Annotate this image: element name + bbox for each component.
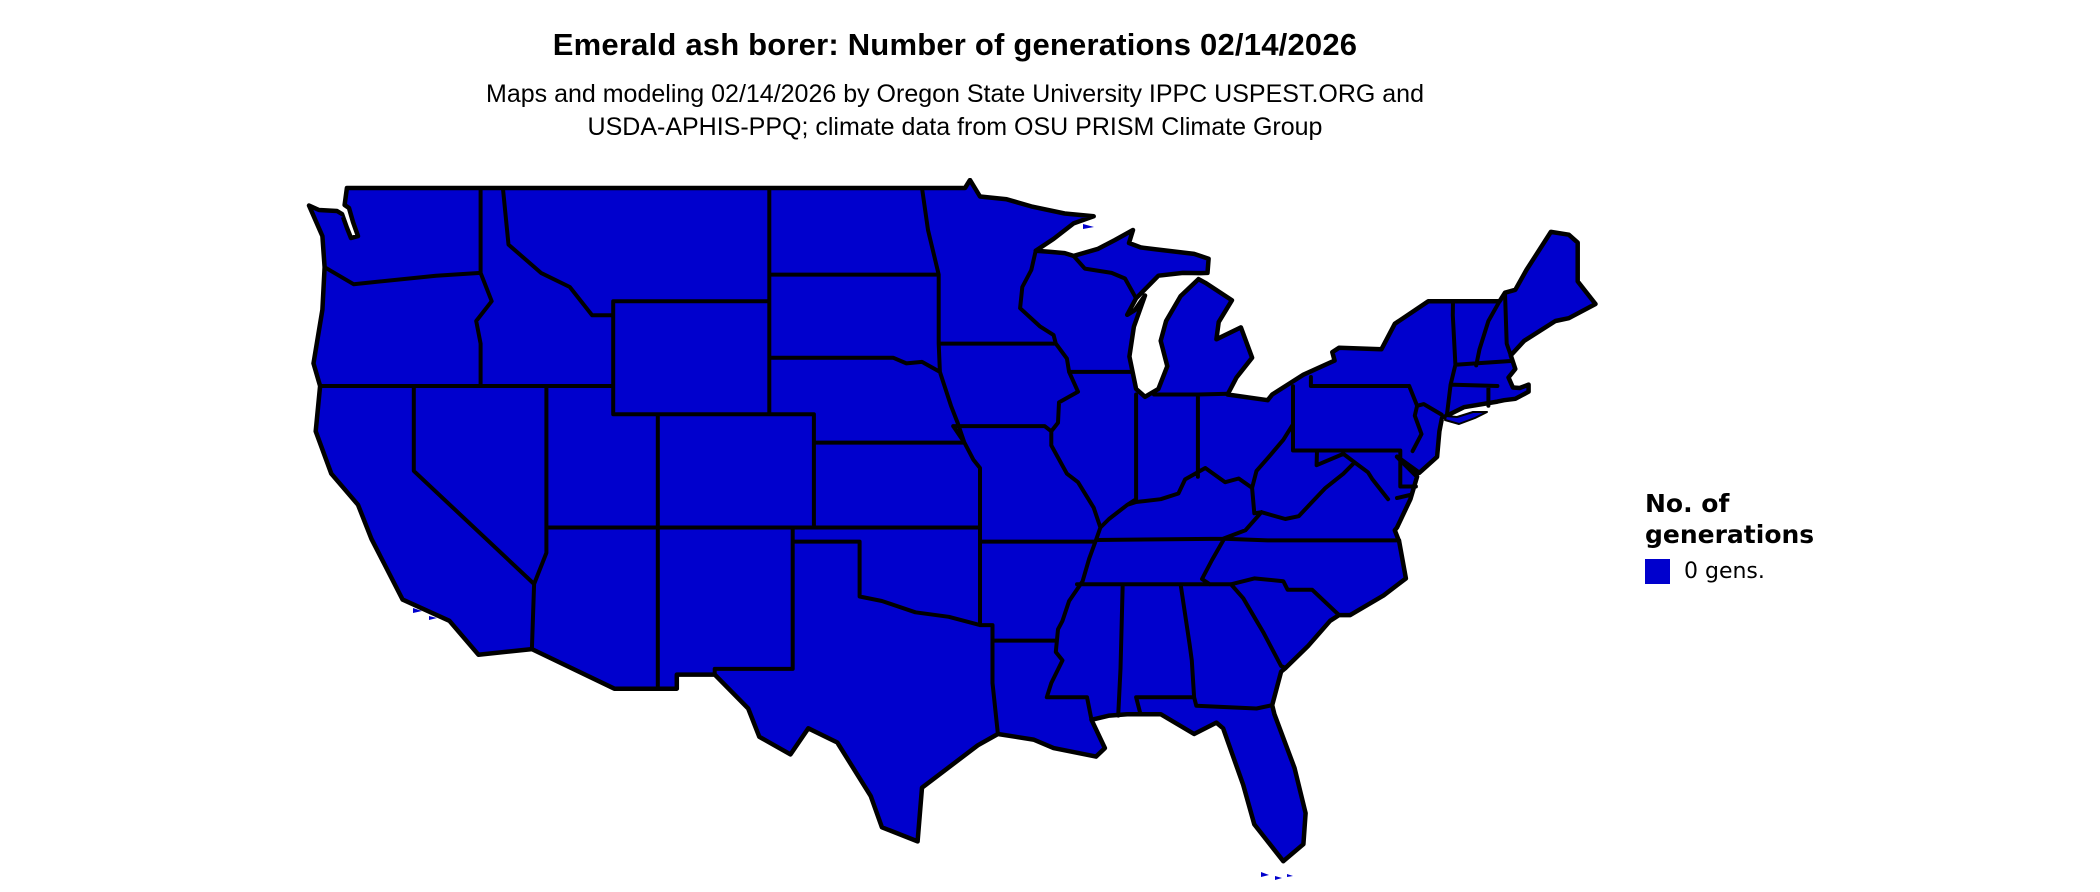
channel-islands	[413, 608, 437, 620]
legend-item-label: 0 gens.	[1684, 559, 1765, 584]
state-borders	[318, 186, 1513, 736]
map-subtitle-line1: Maps and modeling 02/14/2026 by Oregon S…	[486, 80, 1424, 108]
us-conus-map	[306, 178, 1598, 880]
isle-royale-island	[1083, 224, 1094, 229]
long-island	[1444, 411, 1488, 425]
map-subtitle-line2: USDA-APHIS-PPQ; climate data from OSU PR…	[587, 113, 1323, 141]
legend-swatch-icon	[1645, 559, 1670, 584]
legend: No. of generations 0 gens.	[1645, 488, 1814, 584]
florida-keys-islands	[1261, 872, 1293, 880]
map-subtitle: Maps and modeling 02/14/2026 by Oregon S…	[0, 78, 1910, 144]
legend-item-0-gens: 0 gens.	[1645, 559, 1814, 584]
legend-title: No. of generations	[1645, 488, 1814, 550]
legend-title-line1: No. of	[1645, 489, 1730, 518]
header: Emerald ash borer: Number of generations…	[0, 0, 1910, 144]
page-title: Emerald ash borer: Number of generations…	[552, 27, 1358, 62]
legend-swatch-0-gens	[1645, 559, 1670, 584]
legend-title-line2: generations	[1645, 520, 1815, 549]
conus-landmass	[306, 178, 1598, 864]
map-area	[304, 178, 1602, 883]
san-juan-islands	[337, 214, 343, 219]
coastal-islands	[337, 214, 1488, 880]
